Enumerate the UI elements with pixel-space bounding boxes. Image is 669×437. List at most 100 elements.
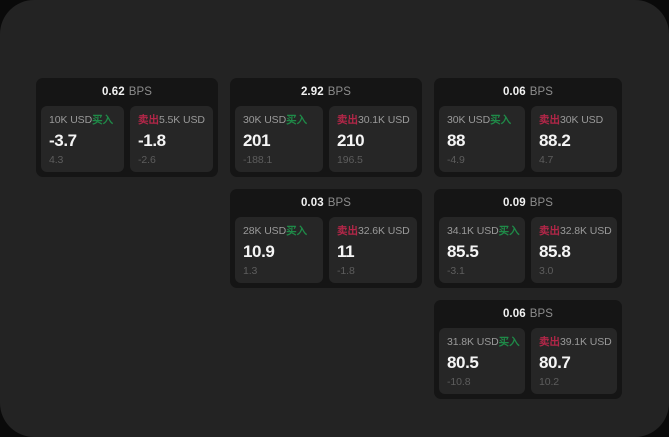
card-body: 31.8K USD 买入 80.5 -10.8 卖出 39.1K USD 80.7 10.2 <box>439 328 617 394</box>
price-value: 80.7 <box>539 352 571 372</box>
order-size-label: 30K USD <box>243 113 287 126</box>
quote-card-board: 0.62 BPS 10K USD 买入 -3.7 4.3 卖出 5.5K USD -1.8 -2.… <box>36 78 634 399</box>
delta-value: -3.1 <box>447 264 465 277</box>
card-body: 28K USD 买入 10.9 1.3 卖出 32.6K USD 11 -1.8 <box>235 217 417 283</box>
order-size-label: 39.1K USD <box>560 335 612 348</box>
buy-action-label[interactable]: 买入 <box>286 225 308 237</box>
card-header: 0.09 BPS <box>439 191 617 217</box>
sell-action-label[interactable]: 卖出 <box>539 114 560 126</box>
card-header: 2.92 BPS <box>235 80 417 106</box>
quote-panel-buy[interactable]: 31.8K USD 买入 80.5 -10.8 <box>439 328 525 394</box>
order-size-label: 34.1K USD <box>447 224 499 237</box>
quote-card[interactable]: 0.06 BPS 31.8K USD 买入 80.5 -10.8 卖出 39.1K USD 80… <box>434 300 622 399</box>
price-value: -1.8 <box>138 130 166 150</box>
delta-value: 3.0 <box>539 264 554 277</box>
price-value: 210 <box>337 130 365 150</box>
delta-value: 1.3 <box>243 264 258 277</box>
bps-value: 0.62 <box>101 86 125 99</box>
card-body: 30K USD 买入 88 -4.9 卖出 30K USD 88.2 4.7 <box>439 106 617 172</box>
price-value: 85.5 <box>447 241 479 261</box>
bps-value: 0.06 <box>502 86 526 99</box>
order-size-label: 30K USD <box>560 113 604 126</box>
delta-value: -188.1 <box>243 153 273 166</box>
price-value: 201 <box>243 130 271 150</box>
bps-unit-label: BPS <box>529 86 554 99</box>
quote-panel-header: 28K USD 买入 <box>243 224 315 238</box>
delta-value: -4.9 <box>447 153 465 166</box>
delta-value: 4.3 <box>49 153 64 166</box>
sell-action-label[interactable]: 卖出 <box>337 225 358 237</box>
sell-action-label[interactable]: 卖出 <box>337 114 358 126</box>
sell-action-label[interactable]: 卖出 <box>539 336 560 348</box>
quote-panel-header: 31.8K USD 买入 <box>447 335 520 349</box>
card-header: 0.62 BPS <box>41 80 213 106</box>
buy-action-label[interactable]: 买入 <box>498 336 520 348</box>
quote-panel-header: 卖出 30K USD <box>539 113 609 127</box>
delta-value: 196.5 <box>337 153 363 166</box>
order-size-label: 32.6K USD <box>358 224 410 237</box>
quote-panel-buy[interactable]: 30K USD 买入 88 -4.9 <box>439 106 525 172</box>
quote-card[interactable]: 2.92 BPS 30K USD 买入 201 -188.1 卖出 30.1K USD 210 1… <box>230 78 422 177</box>
price-value: 88 <box>447 130 466 150</box>
quote-panel-sell[interactable]: 卖出 39.1K USD 80.7 10.2 <box>531 328 617 394</box>
sell-action-label[interactable]: 卖出 <box>138 114 159 126</box>
order-size-label: 30K USD <box>447 113 491 126</box>
quote-panel-header: 卖出 30.1K USD <box>337 113 410 127</box>
card-body: 10K USD 买入 -3.7 4.3 卖出 5.5K USD -1.8 -2.6 <box>41 106 213 172</box>
delta-value: 10.2 <box>539 375 560 388</box>
price-value: 11 <box>337 241 355 261</box>
order-size-label: 32.8K USD <box>560 224 612 237</box>
bps-unit-label: BPS <box>327 197 352 210</box>
delta-value: -1.8 <box>337 264 355 277</box>
quote-panel-buy[interactable]: 30K USD 买入 201 -188.1 <box>235 106 323 172</box>
column-3: 0.06 BPS 30K USD 买入 88 -4.9 卖出 30K USD 88.2 4.7 0.… <box>434 78 622 399</box>
bps-unit-label: BPS <box>128 86 153 99</box>
delta-value: -2.6 <box>138 153 156 166</box>
quote-panel-header: 卖出 32.8K USD <box>539 224 612 238</box>
buy-action-label[interactable]: 买入 <box>498 225 520 237</box>
delta-value: 4.7 <box>539 153 554 166</box>
quote-panel-buy[interactable]: 28K USD 买入 10.9 1.3 <box>235 217 323 283</box>
quote-card[interactable]: 0.06 BPS 30K USD 买入 88 -4.9 卖出 30K USD 88.2 4.7 <box>434 78 622 177</box>
price-value: 10.9 <box>243 241 275 261</box>
column-2: 2.92 BPS 30K USD 买入 201 -188.1 卖出 30.1K USD 210 1… <box>230 78 422 288</box>
order-size-label: 30.1K USD <box>358 113 410 126</box>
order-size-label: 10K USD <box>49 113 93 126</box>
buy-action-label[interactable]: 买入 <box>490 114 512 126</box>
quote-panel-header: 卖出 5.5K USD <box>138 113 205 127</box>
quote-panel-sell[interactable]: 卖出 30K USD 88.2 4.7 <box>531 106 617 172</box>
quote-card[interactable]: 0.09 BPS 34.1K USD 买入 85.5 -3.1 卖出 32.8K USD 85.… <box>434 189 622 288</box>
card-body: 30K USD 买入 201 -188.1 卖出 30.1K USD 210 196.5 <box>235 106 417 172</box>
price-value: 80.5 <box>447 352 479 372</box>
quote-panel-header: 10K USD 买入 <box>49 113 116 127</box>
quote-panel-sell[interactable]: 卖出 30.1K USD 210 196.5 <box>329 106 417 172</box>
quote-panel-header: 30K USD 买入 <box>243 113 315 127</box>
quote-panel-header: 卖出 32.6K USD <box>337 224 410 238</box>
quote-card[interactable]: 0.62 BPS 10K USD 买入 -3.7 4.3 卖出 5.5K USD -1.8 -2.… <box>36 78 218 177</box>
column-1: 0.62 BPS 10K USD 买入 -3.7 4.3 卖出 5.5K USD -1.8 -2.… <box>36 78 218 177</box>
bps-value: 2.92 <box>300 86 324 99</box>
quote-panel-header: 30K USD 买入 <box>447 113 517 127</box>
bps-value: 0.06 <box>502 308 526 321</box>
order-size-label: 31.8K USD <box>447 335 499 348</box>
order-size-label: 28K USD <box>243 224 287 237</box>
quote-card[interactable]: 0.03 BPS 28K USD 买入 10.9 1.3 卖出 32.6K USD 11 -1.8 <box>230 189 422 288</box>
bps-unit-label: BPS <box>529 308 554 321</box>
buy-action-label[interactable]: 买入 <box>286 114 308 126</box>
quote-panel-sell[interactable]: 卖出 32.6K USD 11 -1.8 <box>329 217 417 283</box>
card-body: 34.1K USD 买入 85.5 -3.1 卖出 32.8K USD 85.8 3.0 <box>439 217 617 283</box>
card-header: 0.03 BPS <box>235 191 417 217</box>
bps-value: 0.09 <box>502 197 526 210</box>
quote-panel-buy[interactable]: 34.1K USD 买入 85.5 -3.1 <box>439 217 525 283</box>
price-value: -3.7 <box>49 130 77 150</box>
sell-action-label[interactable]: 卖出 <box>539 225 560 237</box>
quote-panel-sell[interactable]: 卖出 5.5K USD -1.8 -2.6 <box>130 106 213 172</box>
buy-action-label[interactable]: 买入 <box>92 114 114 126</box>
card-header: 0.06 BPS <box>439 80 617 106</box>
price-value: 88.2 <box>539 130 571 150</box>
bps-value: 0.03 <box>300 197 324 210</box>
bps-unit-label: BPS <box>529 197 554 210</box>
quote-panel-sell[interactable]: 卖出 32.8K USD 85.8 3.0 <box>531 217 617 283</box>
quote-panel-buy[interactable]: 10K USD 买入 -3.7 4.3 <box>41 106 124 172</box>
